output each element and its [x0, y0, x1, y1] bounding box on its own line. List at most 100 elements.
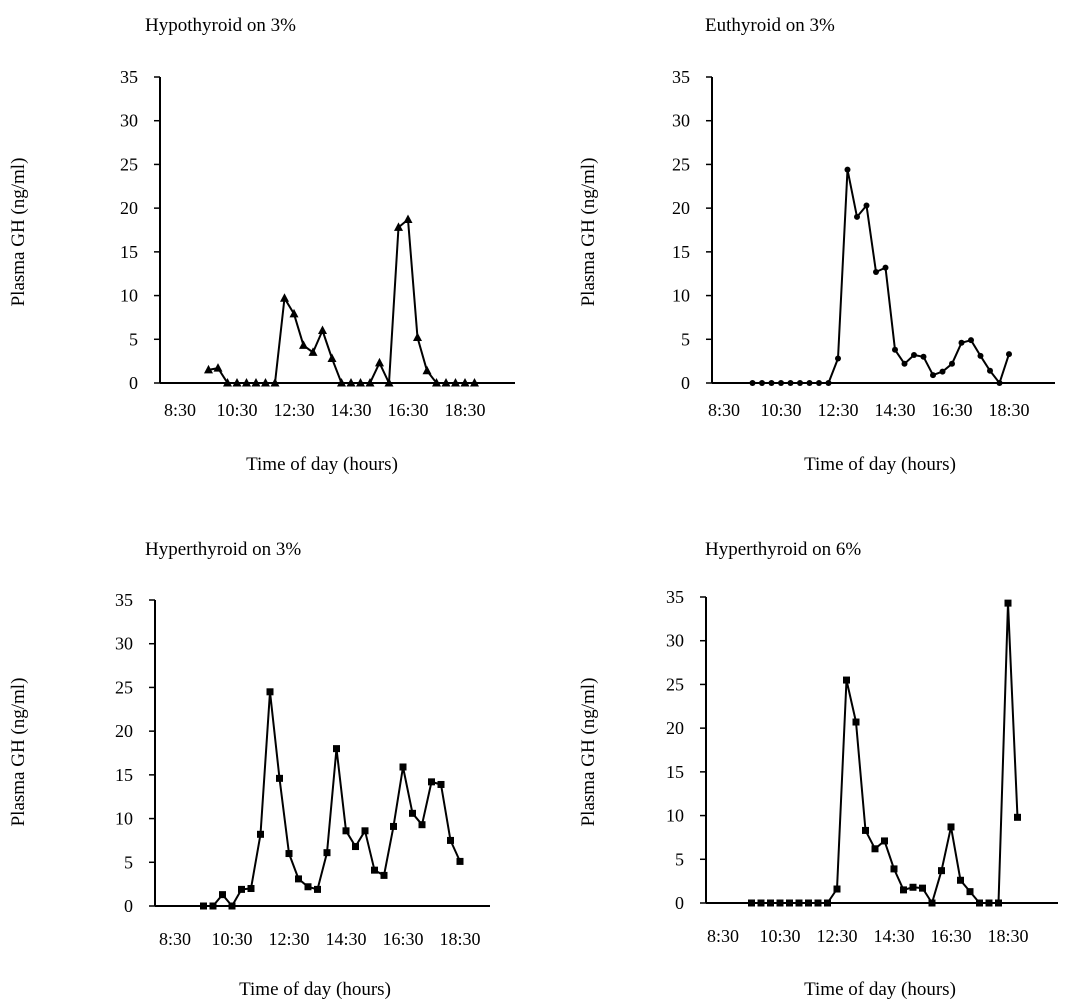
- y-tick-label: 10: [115, 809, 133, 829]
- data-point: [854, 213, 860, 220]
- series-line: [752, 168, 1010, 384]
- data-point: [394, 222, 403, 231]
- data-point: [748, 899, 755, 907]
- data-point: [919, 884, 926, 892]
- data-point: [428, 778, 435, 786]
- y-tick-label: 0: [681, 373, 690, 393]
- data-point: [251, 378, 261, 387]
- data-point: [323, 849, 331, 857]
- data-point: [456, 857, 464, 865]
- x-tick-label: 14:30: [873, 926, 914, 946]
- y-tick-label: 25: [672, 154, 690, 174]
- data-point: [219, 891, 226, 899]
- y-tick-label: 15: [115, 765, 133, 785]
- x-tick-label: 16:30: [931, 400, 972, 420]
- data-point: [437, 780, 445, 788]
- chart-panel-4: Hyperthyroid on 6% 0 5 10 15 20 25 30 35 8:30 10:3…: [578, 539, 1058, 999]
- data-point: [242, 378, 251, 387]
- chart-title: Euthyroid on 3%: [705, 15, 835, 36]
- data-point: [337, 378, 346, 387]
- data-point: [930, 372, 936, 379]
- x-tick-label: 14:30: [330, 400, 371, 420]
- data-point: [909, 883, 917, 891]
- data-point: [996, 380, 1003, 386]
- x-axis-label: Time of day (hours): [804, 454, 956, 475]
- data-point: [957, 876, 964, 884]
- data-point: [361, 827, 369, 835]
- data-point: [890, 865, 898, 873]
- data-point: [200, 902, 207, 910]
- y-axis-label: Plasma GH (ng/ml): [578, 678, 599, 827]
- data-point: [814, 899, 822, 907]
- x-tick-label: 16:30: [930, 926, 971, 946]
- data-point: [797, 380, 803, 386]
- data-point: [835, 355, 841, 362]
- data-point: [939, 368, 946, 375]
- data-point: [213, 363, 223, 372]
- chart-title: Hyperthyroid on 6%: [705, 539, 861, 560]
- x-axis-label: Time of day (hours): [804, 979, 956, 999]
- x-tick-label: 18:30: [444, 400, 485, 420]
- data-point: [892, 346, 898, 353]
- chart-title: Hypothyroid on 3%: [145, 15, 296, 36]
- data-point: [825, 380, 832, 386]
- data-point: [795, 899, 803, 907]
- y-tick-label: 15: [666, 762, 684, 782]
- y-axis-label: Plasma GH (ng/ml): [8, 158, 29, 307]
- x-tick-label: 10:30: [759, 926, 800, 946]
- data-point: [308, 347, 318, 356]
- data-point: [985, 899, 993, 907]
- x-tick-label: 10:30: [760, 400, 801, 420]
- data-point: [873, 268, 879, 275]
- y-tick-label: 5: [124, 852, 133, 872]
- y-tick-label: 10: [120, 286, 138, 306]
- x-tick-label: 12:30: [273, 400, 314, 420]
- series-line: [208, 218, 475, 384]
- data-point: [280, 293, 289, 302]
- y-tick-label: 15: [672, 242, 690, 262]
- data-point: [881, 837, 888, 845]
- y-tick-label: 20: [115, 721, 133, 741]
- data-point: [447, 836, 454, 844]
- series-line: [751, 602, 1019, 904]
- data-point: [882, 264, 889, 271]
- data-point: [749, 380, 756, 386]
- data-point: [776, 899, 784, 907]
- data-point: [342, 827, 350, 835]
- y-tick-label: 0: [675, 893, 684, 913]
- data-point: [399, 763, 407, 771]
- data-point: [204, 364, 213, 374]
- x-axis-label: Time of day (hours): [239, 979, 391, 999]
- data-point: [920, 353, 927, 360]
- x-tick-label: 12:30: [268, 929, 309, 949]
- x-axis-label: Time of day (hours): [246, 454, 398, 475]
- data-point: [977, 352, 984, 359]
- x-tick-label: 18:30: [987, 926, 1028, 946]
- y-tick-label: 20: [672, 198, 690, 218]
- y-tick-label: 15: [120, 242, 138, 262]
- data-point: [375, 357, 384, 367]
- x-tick-label: 16:30: [387, 400, 428, 420]
- data-point: [863, 202, 870, 209]
- data-point: [767, 899, 774, 907]
- data-point: [409, 809, 416, 817]
- data-point: [995, 899, 1002, 907]
- y-tick-label: 0: [129, 373, 138, 393]
- data-point: [238, 885, 245, 893]
- data-point: [380, 871, 388, 879]
- data-point: [947, 823, 955, 831]
- y-tick-label: 35: [120, 67, 138, 87]
- y-tick-label: 0: [124, 896, 133, 916]
- data-point: [390, 822, 397, 830]
- x-tick-label: 12:30: [816, 926, 857, 946]
- data-point: [257, 830, 264, 838]
- data-point: [460, 378, 470, 387]
- x-tick-label: 8:30: [159, 929, 191, 949]
- data-point: [432, 378, 441, 387]
- x-tick-label: 12:30: [817, 400, 858, 420]
- data-point: [422, 365, 432, 375]
- data-point: [852, 718, 860, 726]
- y-axis-label: Plasma GH (ng/ml): [8, 678, 29, 827]
- data-point: [843, 676, 850, 684]
